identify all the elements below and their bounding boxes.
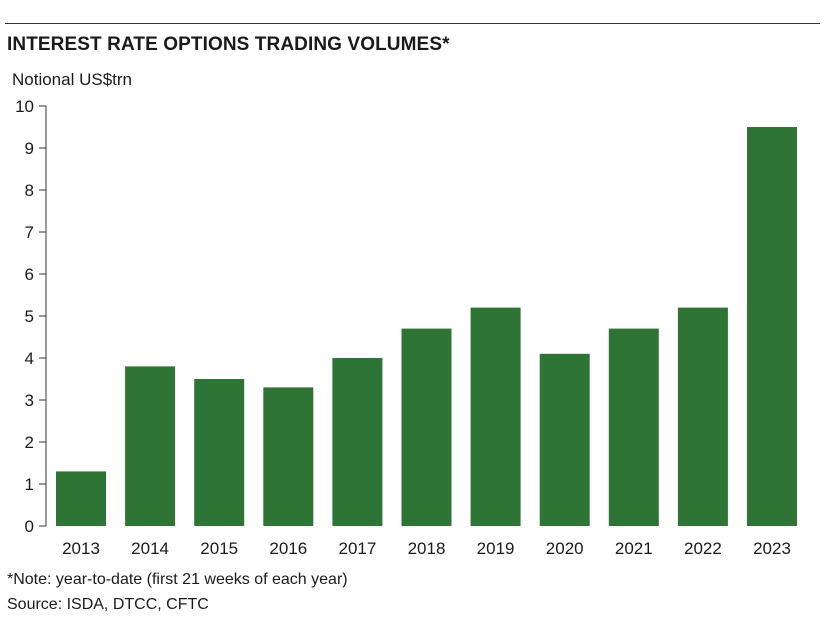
x-tick-label: 2016: [269, 539, 307, 558]
x-tick-label: 2013: [62, 539, 100, 558]
x-tick-label: 2020: [546, 539, 584, 558]
x-tick-label: 2017: [338, 539, 376, 558]
y-tick-label: 9: [25, 139, 34, 158]
bar-2023: [747, 127, 797, 526]
bar-2017: [332, 358, 383, 526]
bar-2018: [401, 328, 452, 526]
y-tick-label: 5: [25, 307, 34, 326]
x-tick-label: 2021: [615, 539, 653, 558]
y-tick-label: 0: [25, 517, 34, 536]
y-tick-label: 7: [25, 223, 34, 242]
bar-2015: [194, 379, 245, 526]
y-tick-label: 10: [15, 97, 34, 116]
bar-2019: [470, 307, 521, 526]
y-tick-label: 8: [25, 181, 34, 200]
y-tick-label: 6: [25, 265, 34, 284]
bar-2021: [608, 328, 659, 526]
x-tick-label: 2018: [408, 539, 446, 558]
bar-2020: [539, 353, 590, 526]
y-axis: 0 1 2 3 4 5 6 7 8 9 10: [15, 97, 47, 536]
x-tick-label: 2014: [131, 539, 169, 558]
bar-2014: [125, 366, 176, 526]
y-tick-label: 1: [25, 475, 34, 494]
source-note: Source: ISDA, DTCC, CFTC: [7, 596, 209, 613]
x-tick-label: 2019: [477, 539, 515, 558]
bar-2013: [56, 471, 106, 526]
y-tick-label: 3: [25, 391, 34, 410]
bar-2022: [677, 307, 728, 526]
x-tick-label: 2022: [684, 539, 722, 558]
x-tick-label: 2015: [200, 539, 238, 558]
x-tick-label: 2023: [753, 539, 791, 558]
chart-title: INTEREST RATE OPTIONS TRADING VOLUMES*: [7, 34, 450, 55]
bar-2016: [263, 387, 314, 526]
y-tick-label: 2: [25, 433, 34, 452]
y-tick-label: 4: [25, 349, 34, 368]
footnote: *Note: year-to-date (first 21 weeks of e…: [7, 571, 348, 588]
x-axis: 2013 2014 2015 2016 2017 2018 2019 2020 2021 2022…: [62, 539, 791, 558]
y-axis-label: Notional US$trn: [12, 70, 133, 89]
top-rule: [5, 23, 820, 24]
bars: [56, 127, 797, 526]
